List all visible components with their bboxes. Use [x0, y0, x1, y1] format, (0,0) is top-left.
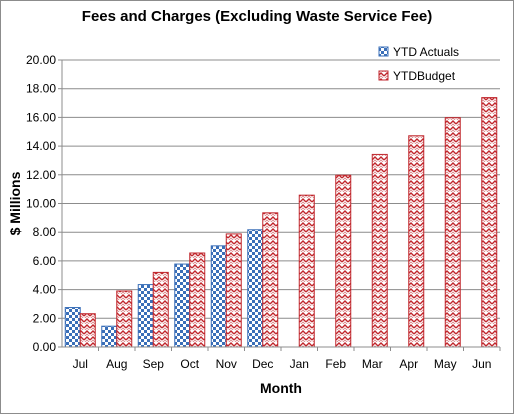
y-tick-label: 10.00	[26, 197, 56, 211]
bar-ytd-actuals-dec	[247, 229, 264, 348]
bar-ytd-actuals-aug	[101, 325, 118, 348]
x-tick-label: Aug	[106, 357, 127, 371]
legend-label-ytd-actuals: YTD Actuals	[393, 45, 459, 59]
bar-ytd-budget-oct	[189, 252, 206, 348]
x-axis-title: Month	[260, 380, 302, 396]
y-axis-title: $ Millions	[7, 171, 23, 235]
x-tick-label: Apr	[399, 357, 418, 371]
y-tick-label: 18.00	[26, 82, 56, 96]
bar-ytd-budget-nov	[225, 233, 242, 348]
x-tick-label: Jun	[472, 357, 491, 371]
y-tick-label: 0.00	[33, 340, 57, 354]
y-tick-label: 20.00	[26, 53, 56, 67]
x-tick-label: Dec	[252, 357, 273, 371]
bar-ytd-actuals-jul	[64, 307, 81, 348]
legend-label-ytd-budget: YTDBudget	[393, 69, 456, 83]
y-tick-label: 4.00	[33, 283, 57, 297]
legend-swatch-ytd-actuals	[378, 46, 389, 57]
bar-ytd-actuals-nov	[210, 245, 227, 348]
bar-ytd-budget-sep	[152, 271, 169, 348]
x-tick-label: Mar	[362, 357, 383, 371]
y-tick-label: 6.00	[33, 254, 57, 268]
x-tick-label: Sep	[143, 357, 165, 371]
y-tick-label: 12.00	[26, 168, 56, 182]
x-tick-label: Oct	[180, 357, 199, 371]
x-tick-label: Feb	[325, 357, 346, 371]
bar-ytd-actuals-oct	[174, 263, 191, 348]
y-tick-label: 14.00	[26, 139, 56, 153]
bar-ytd-budget-jan	[298, 194, 315, 348]
x-tick-label: Jan	[290, 357, 309, 371]
x-tick-label: May	[434, 357, 457, 371]
y-tick-label: 16.00	[26, 110, 56, 124]
y-tick-label: 8.00	[33, 225, 57, 239]
bar-ytd-budget-may	[444, 117, 461, 348]
bar-ytd-budget-aug	[116, 290, 133, 348]
bar-ytd-actuals-sep	[137, 284, 154, 348]
bar-ytd-budget-feb	[335, 174, 352, 348]
chart-title: Fees and Charges (Excluding Waste Servic…	[81, 8, 433, 25]
bar-ytd-budget-mar	[371, 153, 388, 348]
legend-swatch-ytd-budget	[378, 70, 389, 81]
x-tick-label: Jul	[73, 357, 88, 371]
bar-ytd-budget-apr	[408, 135, 425, 348]
x-tick-label: Nov	[216, 357, 237, 371]
bar-ytd-budget-dec	[262, 212, 279, 348]
y-tick-label: 2.00	[33, 311, 57, 325]
bar-ytd-budget-jul	[79, 313, 96, 348]
bar-ytd-budget-jun	[481, 97, 498, 348]
